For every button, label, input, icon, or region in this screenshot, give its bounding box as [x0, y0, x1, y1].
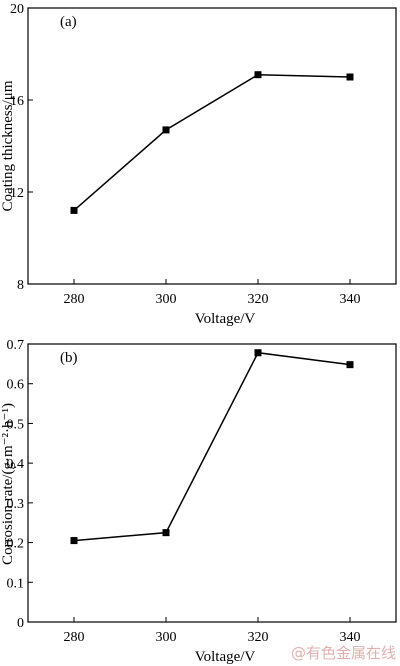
panel-b-y-tick-label-0.2: 0.2	[7, 537, 25, 552]
panel-b-y-tick-label-0.6: 0.6	[7, 378, 25, 393]
panel-b-point-340	[346, 361, 354, 369]
panel-a-marks	[70, 71, 354, 214]
panel-a-x-tick-label-300: 300	[156, 292, 177, 307]
panel-a-ticks: 280 300 320 340 8 12 16 20	[10, 2, 361, 307]
panel-b-x-tick-label-340: 340	[340, 630, 361, 645]
panel-a-x-tick-label-280: 280	[64, 292, 85, 307]
panel-a-x-tick-label-340: 340	[340, 292, 361, 307]
panel-b-y-tick-label-0.1: 0.1	[7, 576, 25, 591]
panel-a-x-axis-title: Voltage/V	[195, 311, 256, 327]
panel-b-x-axis-title: Voltage/V	[195, 649, 256, 665]
panel-b-x-tick-label-320: 320	[248, 630, 269, 645]
panel-b-y-tick-label-0.7: 0.7	[7, 338, 25, 353]
panel-a-y-tick-label-8: 8	[17, 278, 24, 293]
panel-a-point-280	[70, 206, 78, 214]
panel-b-y-tick-label-0.4: 0.4	[7, 457, 25, 472]
panel-a-point-340	[346, 73, 354, 81]
panel-b-y-tick-label-0.5: 0.5	[7, 417, 25, 432]
panel-a-point-300	[162, 126, 170, 134]
panel-b-point-320	[254, 349, 262, 357]
panel-b-point-280	[70, 537, 78, 545]
panel-b-x-tick-label-280: 280	[64, 630, 85, 645]
panel-b-y-axis-title: Corrosion rate/(g·m⁻²·h⁻¹)	[0, 403, 16, 565]
panel-a-y-tick-label-12: 12	[10, 186, 24, 201]
panel-b-ticks: 280 300 320 340 0 0.1 0.2 0.3 0.4 0.5 0.6 0.7	[7, 338, 361, 645]
panel-b-point-300	[162, 529, 170, 537]
panel-a-chart: (a) 280 300 320 340 8 12 16 20 Voltage/V Coatin…	[0, 2, 397, 327]
panel-b-x-tick-label-300: 300	[156, 630, 177, 645]
panel-b-chart: (b) 280 300 320 340 0 0.1 0.2 0.3 0.4 0.5 0.6 0.7 V…	[0, 338, 397, 665]
panel-a-frame	[27, 7, 397, 285]
watermark-text: @有色金属在线	[291, 644, 396, 662]
panel-b-y-tick-label-0: 0	[17, 616, 24, 631]
panel-b-frame	[27, 343, 397, 623]
panel-a-point-320	[254, 71, 262, 79]
panel-b-label: (b)	[60, 350, 78, 366]
panel-a-y-tick-label-20: 20	[10, 2, 24, 17]
panel-a-label: (a)	[60, 14, 77, 30]
panel-b-series-line	[73, 351, 351, 542]
panel-b-marks	[70, 349, 354, 545]
panel-a-x-tick-label-320: 320	[248, 292, 269, 307]
panel-a-series-line	[73, 73, 351, 211]
panel-a-y-tick-label-16: 16	[10, 94, 24, 109]
panel-b-y-tick-label-0.3: 0.3	[7, 497, 25, 512]
panel-a-y-axis-title: Coating thickness/μm	[0, 80, 16, 211]
